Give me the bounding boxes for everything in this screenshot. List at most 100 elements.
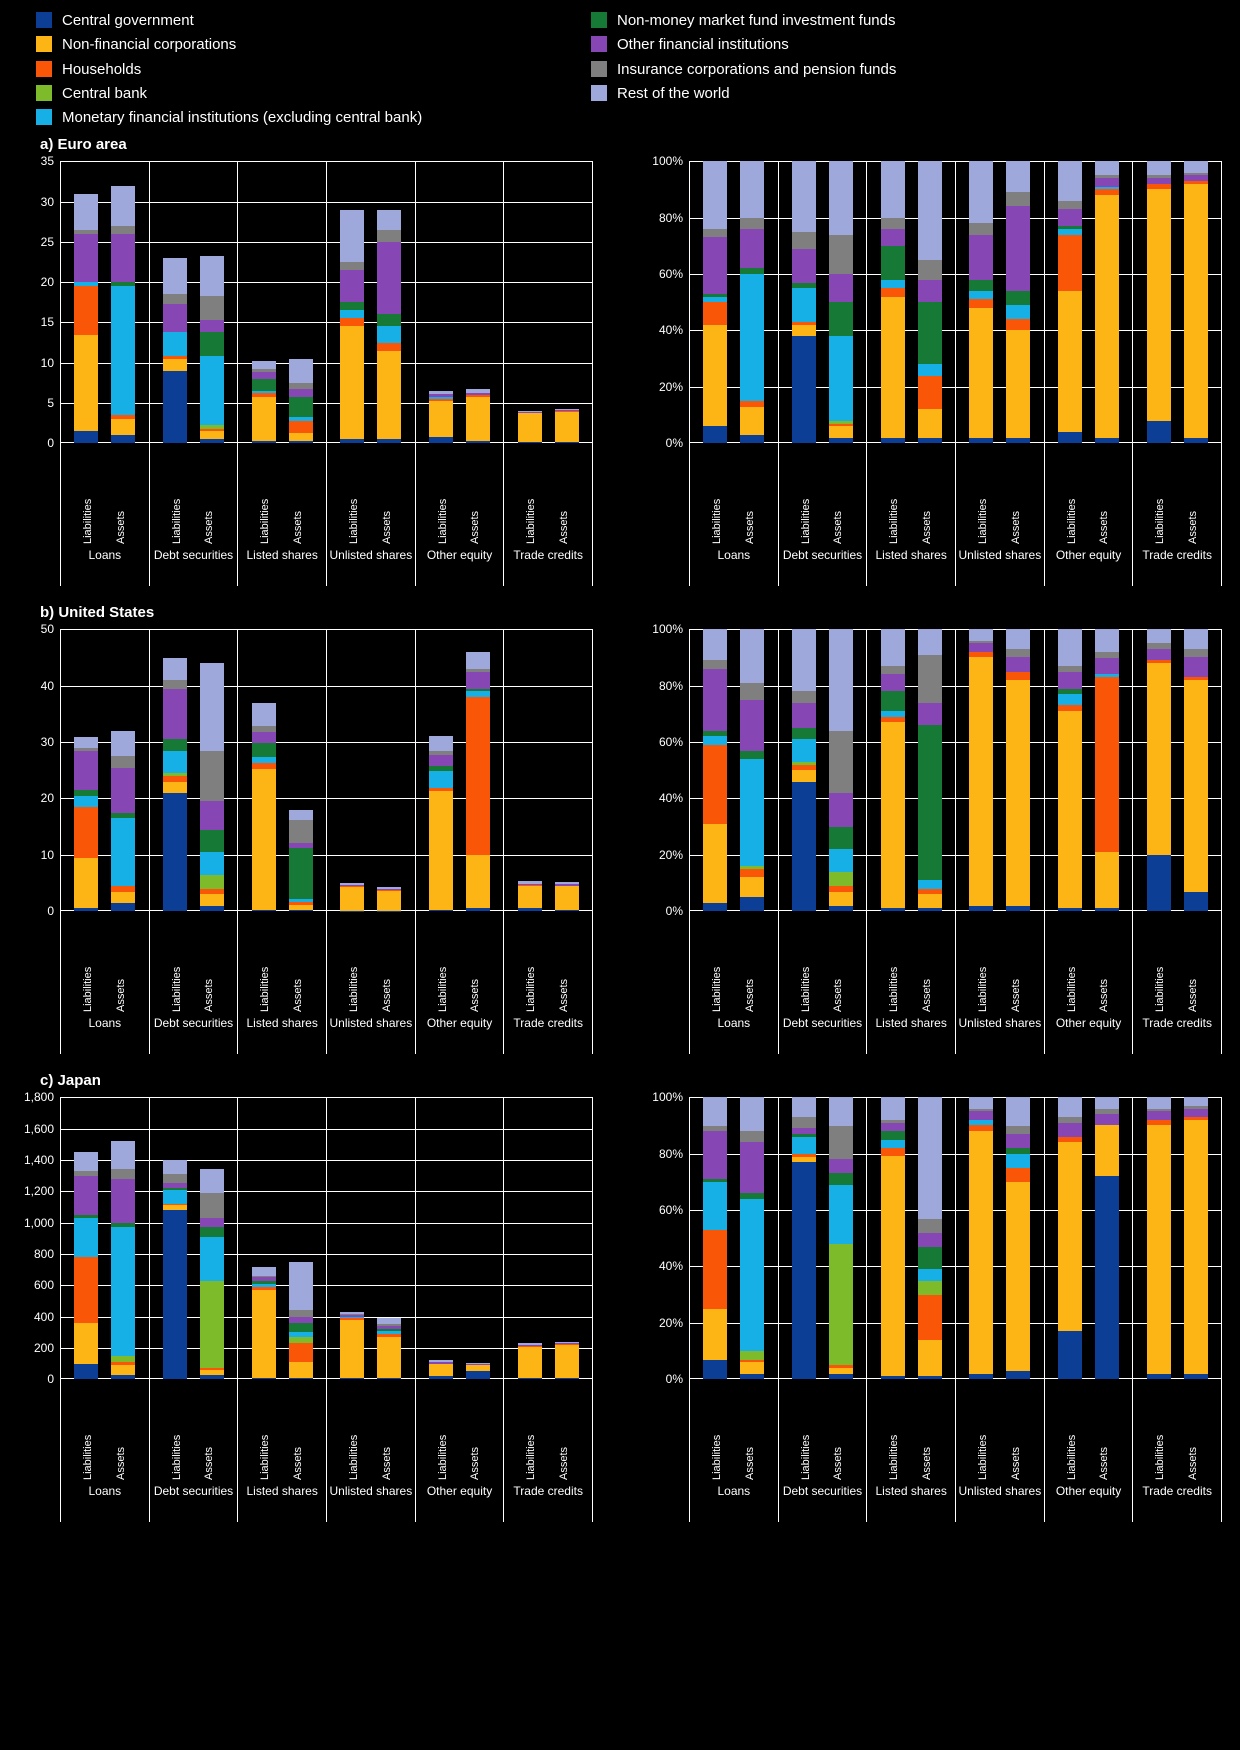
bar-label: Liabilities bbox=[81, 499, 94, 545]
bar-segment-insurance-corporations-and-pension-funds bbox=[251, 1275, 276, 1278]
bar-segment-rest-of-the-world bbox=[917, 629, 942, 655]
stacked-bar-other-equity-liabilities bbox=[1057, 1097, 1082, 1380]
stacked-bar-unlisted-shares-liabilities bbox=[969, 629, 994, 912]
legend-item-rest-of-world: Rest of the world bbox=[591, 84, 896, 102]
bar-labels: Liabilities Assets bbox=[690, 911, 778, 1012]
bar-segment-households bbox=[111, 885, 136, 892]
group-label: Listed shares bbox=[875, 1016, 947, 1031]
bar-segment-households bbox=[1146, 183, 1171, 190]
y-tick-label: 1,600 bbox=[23, 1121, 54, 1136]
bar-segment-monetary-financial-institutions-excluding-central-bank bbox=[74, 795, 99, 807]
bar-segment-households bbox=[791, 764, 816, 771]
group-cell-unlisted-shares bbox=[327, 1097, 416, 1380]
group-label: Unlisted shares bbox=[958, 548, 1042, 563]
stacked-bar-listed-shares-liabilities bbox=[251, 1266, 276, 1380]
legend-label: Households bbox=[62, 60, 142, 78]
bar-segment-insurance-corporations-and-pension-funds bbox=[340, 1314, 365, 1316]
bar-label: Liabilities bbox=[525, 499, 538, 545]
stacked-bar-debt-securities-liabilities bbox=[791, 629, 816, 912]
bar-segment-non-money-market-fund-investment-funds bbox=[740, 750, 765, 759]
stacked-bar-other-equity-liabilities bbox=[1057, 161, 1082, 444]
group-cell-unlisted-shares bbox=[327, 629, 416, 912]
bar-segment-other-financial-institutions bbox=[74, 233, 99, 283]
bar-segment-rest-of-the-world bbox=[428, 736, 453, 751]
bar-segment-non-financial-corporations bbox=[111, 1365, 136, 1375]
bar-segment-households bbox=[1183, 1117, 1208, 1120]
bar-segment-non-financial-corporations bbox=[288, 904, 313, 911]
bar-segment-other-financial-institutions bbox=[703, 1131, 728, 1180]
bar-segment-monetary-financial-institutions-excluding-central-bank bbox=[880, 1139, 905, 1149]
group-label: Debt securities bbox=[153, 1484, 234, 1499]
legend-item-non-financial-corporations: Non-financial corporations bbox=[36, 36, 591, 53]
bar-segment-insurance-corporations-and-pension-funds bbox=[200, 1192, 225, 1218]
euro-area-percent-chart: 0% 20% 40% 60% 80% 100% Liabilities Assets Loans… bbox=[643, 154, 1223, 587]
bar-segment-rest-of-the-world bbox=[829, 629, 854, 731]
bar-segment-central-bank bbox=[829, 871, 854, 886]
bar-segment-insurance-corporations-and-pension-funds bbox=[703, 660, 728, 669]
y-tick-label: 0% bbox=[665, 904, 683, 919]
bar-segment-other-financial-institutions bbox=[111, 233, 136, 283]
y-tick-label: 100% bbox=[652, 1090, 683, 1105]
bar-segment-insurance-corporations-and-pension-funds bbox=[1183, 172, 1208, 176]
bar-segment-other-financial-institutions bbox=[288, 388, 313, 397]
bar-segment-households bbox=[1057, 1136, 1082, 1143]
group-label: Unlisted shares bbox=[958, 1484, 1042, 1499]
stacked-bar-trade-credits-liabilities bbox=[1146, 161, 1171, 444]
legend-item-insurance-pension: Insurance corporations and pension funds bbox=[591, 60, 896, 78]
bar-segment-rest-of-the-world bbox=[74, 193, 99, 230]
group-cell-listed-shares bbox=[238, 1097, 328, 1380]
bar-segment-monetary-financial-institutions-excluding-central-bank bbox=[200, 356, 225, 425]
stacked-bar-trade-credits-liabilities bbox=[517, 411, 542, 444]
bar-segment-non-financial-corporations bbox=[1095, 195, 1120, 438]
bar-label: Liabilities bbox=[81, 1435, 94, 1481]
bar-segment-rest-of-the-world bbox=[251, 702, 276, 727]
bar-segment-other-financial-institutions bbox=[517, 1345, 542, 1347]
group-cell-listed-shares bbox=[867, 1097, 957, 1380]
bar-label: Liabilities bbox=[710, 967, 723, 1013]
bar-label: Liabilities bbox=[525, 967, 538, 1013]
bar-label: Assets bbox=[469, 979, 482, 1013]
stacked-bar-debt-securities-liabilities bbox=[162, 657, 187, 912]
bar-segment-non-financial-corporations bbox=[917, 894, 942, 909]
legend-label: Non-financial corporations bbox=[62, 36, 237, 54]
bar-segment-non-money-market-fund-investment-funds bbox=[251, 1280, 276, 1284]
bar-segment-central-government bbox=[554, 909, 579, 912]
bar-labels: Liabilities Assets bbox=[416, 911, 504, 1012]
legend-label: Monetary financial institutions (excludi… bbox=[62, 109, 423, 126]
bar-segment-non-financial-corporations bbox=[703, 1308, 728, 1360]
bar-label: Assets bbox=[921, 979, 934, 1013]
bar-segment-non-financial-corporations bbox=[1095, 1125, 1120, 1177]
bar-segment-non-financial-corporations bbox=[1183, 183, 1208, 438]
bar-labels: Liabilities Assets bbox=[779, 1379, 867, 1480]
bar-segment-non-money-market-fund-investment-funds bbox=[703, 293, 728, 297]
bar-segment-other-financial-institutions bbox=[791, 1128, 816, 1134]
euro-area-levels-chart: 0 5 10 15 20 25 30 35 Liabilities Assets Loans Liab… bbox=[14, 154, 594, 587]
plot-area bbox=[60, 161, 594, 444]
bar-segment-households bbox=[377, 342, 402, 351]
group-cell-loans bbox=[689, 161, 779, 444]
bar-segment-households bbox=[1095, 677, 1120, 853]
bar-segment-other-financial-institutions bbox=[377, 241, 402, 315]
bar-segment-central-government bbox=[200, 905, 225, 912]
bar-segment-non-money-market-fund-investment-funds bbox=[740, 268, 765, 275]
legend-label: Central government bbox=[62, 12, 194, 29]
bar-segment-households bbox=[200, 428, 225, 432]
bar-segment-non-financial-corporations bbox=[880, 296, 905, 438]
bar-segment-other-financial-institutions bbox=[1095, 178, 1120, 187]
bar-segment-insurance-corporations-and-pension-funds bbox=[111, 225, 136, 234]
bar-segment-households bbox=[703, 1229, 728, 1309]
bar-segment-households bbox=[111, 415, 136, 420]
bar-segment-non-financial-corporations bbox=[162, 1205, 187, 1211]
stacked-bar-listed-shares-assets bbox=[917, 161, 942, 444]
bar-segment-households bbox=[791, 1153, 816, 1157]
y-tick-label: 50 bbox=[40, 622, 54, 637]
stacked-bar-listed-shares-assets bbox=[917, 1097, 942, 1380]
bar-segment-other-financial-institutions bbox=[340, 270, 365, 303]
bar-segment-non-financial-corporations bbox=[829, 426, 854, 438]
group-label: Debt securities bbox=[782, 1016, 863, 1031]
section-title-united-states: b) United States bbox=[40, 604, 155, 622]
bar-segment-monetary-financial-institutions-excluding-central-bank bbox=[829, 849, 854, 872]
bar-segment-other-financial-institutions bbox=[880, 674, 905, 692]
bar-segment-non-financial-corporations bbox=[1006, 330, 1031, 438]
bar-segment-non-financial-corporations bbox=[517, 885, 542, 909]
